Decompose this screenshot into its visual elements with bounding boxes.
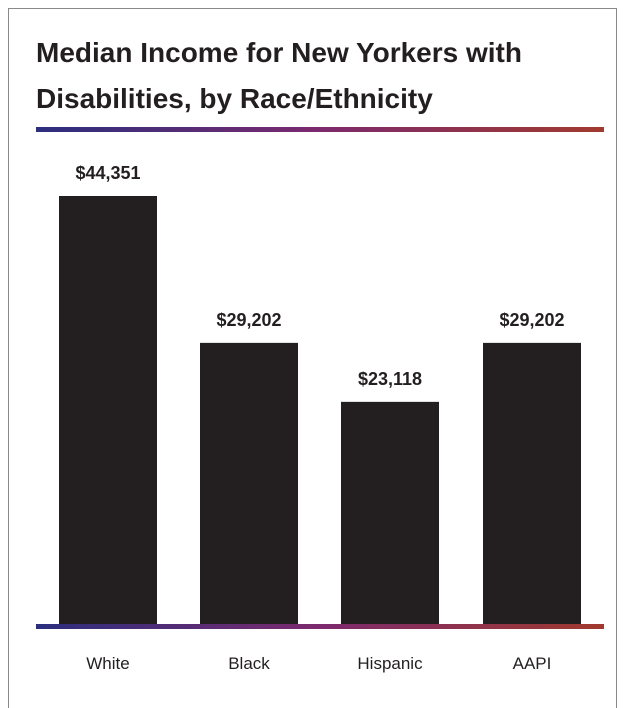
bar-black: [200, 342, 298, 626]
category-label-black: Black: [228, 654, 270, 673]
chart-title: Median Income for New Yorkers with Disab…: [36, 37, 522, 114]
category-label-hispanic: Hispanic: [357, 654, 423, 673]
bar-white: [59, 196, 157, 626]
value-label-aapi: $29,202: [499, 310, 564, 330]
bar-hispanic: [341, 401, 439, 626]
value-label-white: $44,351: [75, 163, 140, 183]
value-label-black: $29,202: [216, 310, 281, 330]
category-label-aapi: AAPI: [513, 654, 552, 673]
bar-aapi: [483, 342, 581, 626]
value-label-hispanic: $23,118: [358, 369, 422, 389]
title-divider: [36, 127, 604, 132]
baseline-rule: [36, 624, 604, 629]
category-label-white: White: [86, 654, 129, 673]
